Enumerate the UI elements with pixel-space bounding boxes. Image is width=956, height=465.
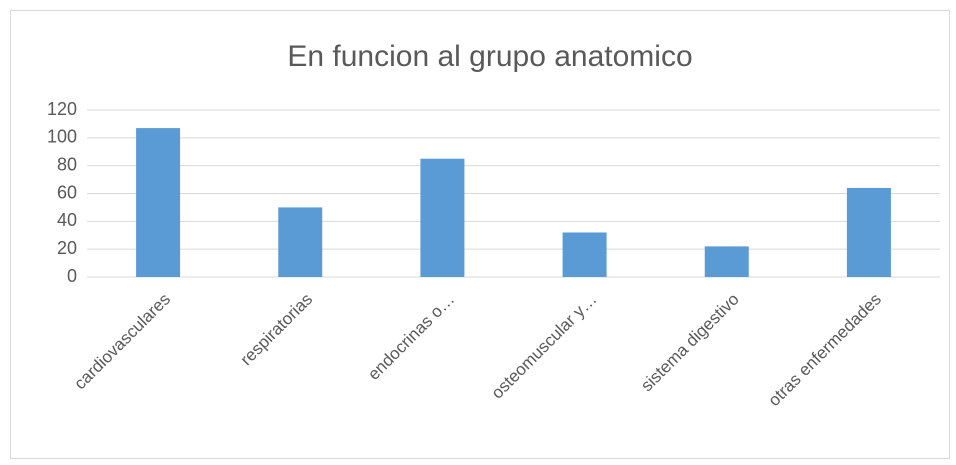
bar [562, 232, 607, 277]
bar [420, 158, 465, 277]
bar [136, 128, 181, 277]
y-tick-label: 100 [47, 127, 77, 147]
y-tick-label: 40 [57, 210, 77, 230]
y-tick-label: 60 [57, 182, 77, 202]
y-tick-label: 80 [57, 154, 77, 174]
chart-title: En funcion al grupo anatomico [287, 40, 692, 73]
y-tick-label: 0 [67, 266, 77, 286]
bar [704, 246, 749, 277]
y-tick-label: 120 [47, 99, 77, 119]
bar [278, 207, 323, 277]
bar [846, 187, 891, 277]
y-tick-label: 20 [57, 238, 77, 258]
